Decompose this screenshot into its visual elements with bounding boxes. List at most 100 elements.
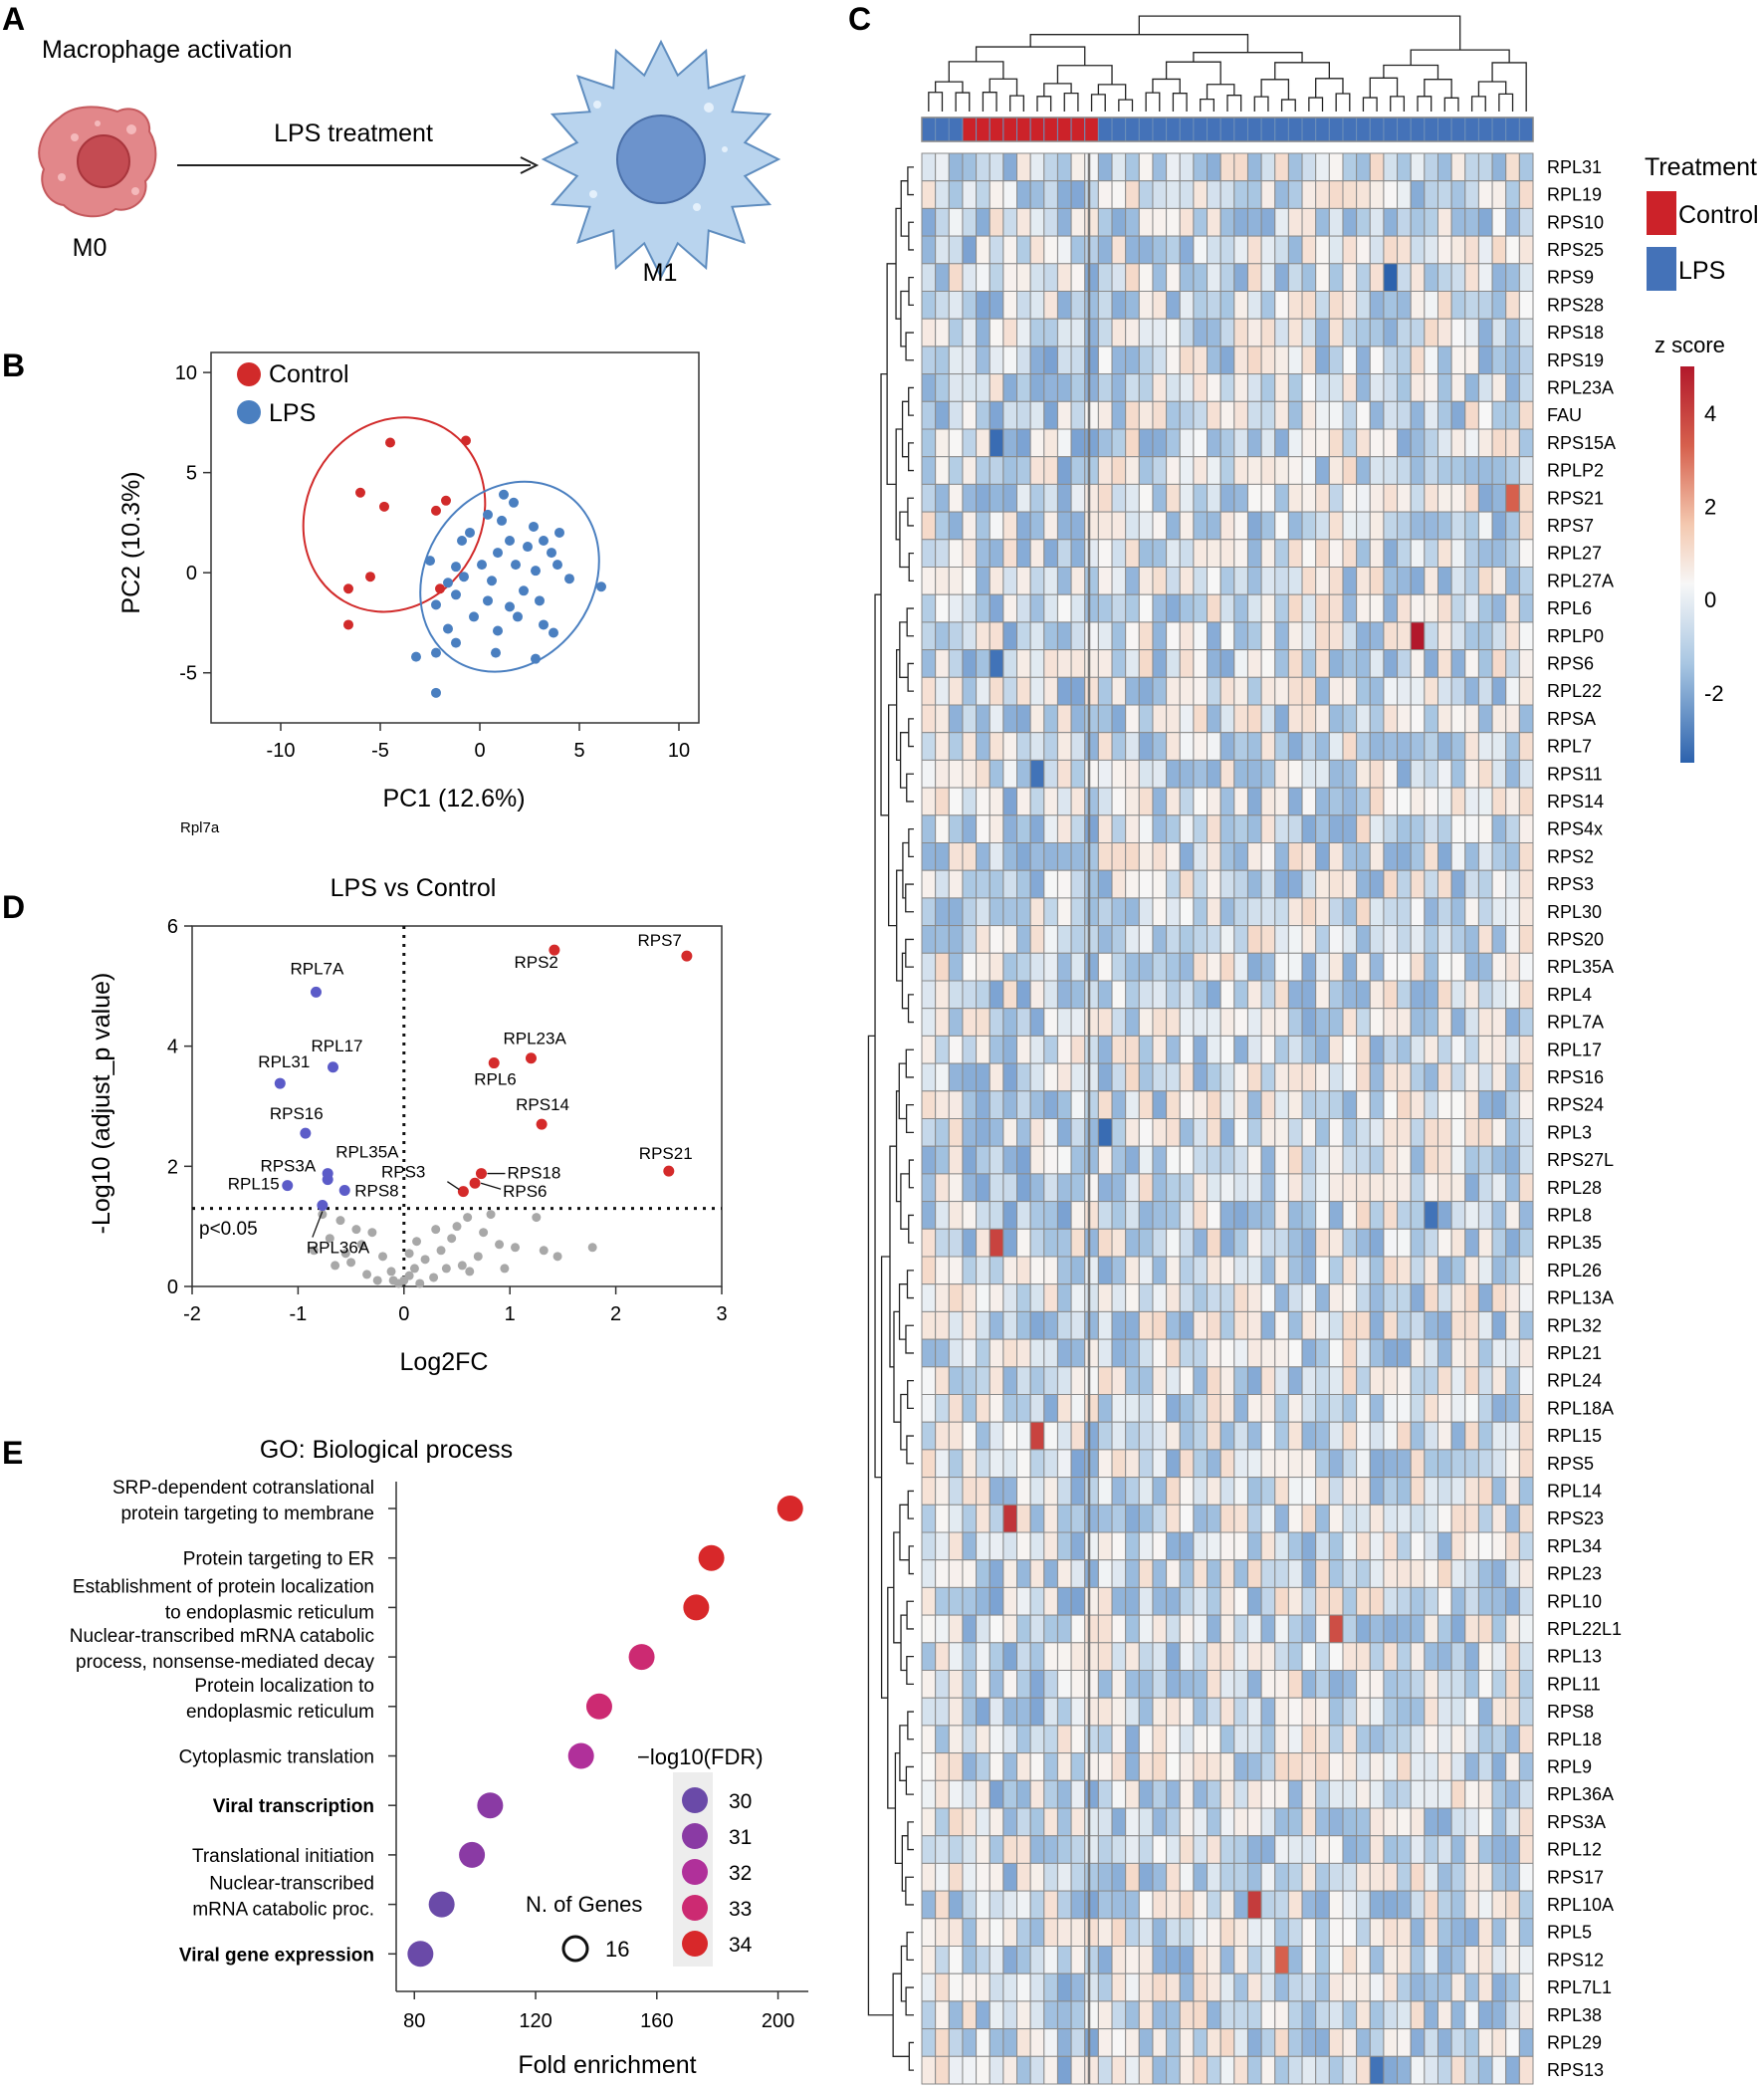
- heatmap-cell: [1043, 1062, 1058, 1092]
- heatmap-cell: [1342, 842, 1358, 871]
- heatmap-cell: [1436, 1862, 1452, 1892]
- heatmap-cell: [1274, 428, 1289, 458]
- heatmap-cell: [1397, 869, 1412, 899]
- volcano-label-rps16: RPS16: [270, 1104, 324, 1123]
- heatmap-cell: [1193, 152, 1209, 182]
- heatmap-cell: [1207, 1972, 1221, 2002]
- heatmap-cell: [1464, 1779, 1479, 1809]
- heatmap-cell: [976, 897, 991, 927]
- heatmap-cell: [1383, 1449, 1399, 1479]
- heatmap-cell: [1056, 1394, 1072, 1423]
- volcano-point-nonsig: [335, 1216, 345, 1226]
- heatmap-cell: [1369, 318, 1385, 348]
- heatmap-cell: [1410, 1642, 1426, 1672]
- heatmap-cell: [1410, 1807, 1426, 1837]
- heatmap-cell: [962, 1779, 978, 1809]
- heatmap-cell: [1043, 1310, 1058, 1340]
- heatmap-cell: [1002, 180, 1018, 209]
- heatmap-cell: [1397, 980, 1412, 1010]
- heatmap-cell: [1356, 1338, 1371, 1368]
- heatmap-cell: [1166, 1366, 1181, 1396]
- heatmap-cell: [1477, 263, 1493, 292]
- heatmap-cell: [1383, 676, 1399, 706]
- pca-point-lps: [531, 566, 541, 577]
- heatmap-cell: [1450, 649, 1466, 678]
- heatmap-cell: [1491, 925, 1507, 954]
- heatmap-cell: [1111, 1642, 1127, 1672]
- heatmap-cell: [1016, 1642, 1031, 1672]
- heatmap-cell: [962, 1725, 978, 1754]
- heatmap-cell: [1301, 1972, 1317, 2002]
- heatmap-cell: [1097, 1614, 1113, 1644]
- heatmap-cell: [935, 842, 950, 871]
- heatmap-cell: [1260, 980, 1276, 1010]
- heatmap-cell: [1219, 2000, 1235, 2030]
- heatmap-cell: [1397, 291, 1412, 320]
- heatmap-cell: [1397, 2028, 1412, 2057]
- heatmap-cell: [1260, 925, 1276, 954]
- heatmap-cell: [1287, 1614, 1303, 1644]
- heatmap-cell: [1301, 649, 1317, 678]
- heatmap-cell: [1179, 1835, 1195, 1864]
- heatmap-cell: [1097, 2055, 1113, 2085]
- heatmap-cell: [989, 621, 1004, 651]
- heatmap-cell: [1233, 1504, 1248, 1533]
- heatmap-cell: [1410, 1145, 1426, 1175]
- heatmap-cell: [976, 346, 991, 375]
- pca-point-lps: [451, 589, 461, 600]
- heatmap-cell: [1450, 1118, 1466, 1147]
- heatmap-cell: [1152, 952, 1168, 982]
- heatmap-cell: [976, 980, 991, 1010]
- heatmap-cell: [1274, 704, 1289, 734]
- heatmap-cell: [1097, 1008, 1113, 1037]
- heatmap-cell: [962, 483, 978, 513]
- heatmap-cell: [1070, 1670, 1086, 1699]
- heatmap-cell: [1111, 842, 1127, 871]
- heatmap-cell: [1111, 759, 1127, 789]
- heatmap-cell: [1315, 869, 1330, 899]
- heatmap-cell: [1111, 2028, 1127, 2057]
- heatmap-cell: [1233, 291, 1248, 320]
- heatmap-cell: [1315, 263, 1330, 292]
- heatmap-cell: [1450, 1090, 1466, 1120]
- heatmap-cell: [1397, 1918, 1412, 1948]
- heatmap-cell: [1342, 759, 1358, 789]
- heatmap-cell: [1436, 180, 1452, 209]
- heatmap-cell: [1002, 952, 1018, 982]
- heatmap-cell: [1056, 1201, 1072, 1230]
- heatmap-cell: [962, 1918, 978, 1948]
- heatmap-row-label-rps8: RPS8: [1547, 1702, 1594, 1722]
- heatmap-cell: [989, 1586, 1004, 1616]
- heatmap-cell: [1287, 291, 1303, 320]
- heatmap-cell: [1260, 1807, 1276, 1837]
- heatmap-cell: [1179, 1118, 1195, 1147]
- heatmap-cell: [989, 1338, 1004, 1368]
- heatmap-cell: [1179, 511, 1195, 541]
- heatmap-cell: [1246, 676, 1262, 706]
- heatmap-cell: [1084, 152, 1099, 182]
- heatmap-cell: [1193, 1779, 1209, 1809]
- heatmap-cell: [1410, 567, 1426, 595]
- heatmap-cell: [1152, 1035, 1168, 1064]
- heatmap-cell: [1002, 704, 1018, 734]
- heatmap-cell: [1342, 152, 1358, 182]
- heatmap-cell: [976, 373, 991, 402]
- heatmap-cell: [962, 1062, 978, 1092]
- heatmap-cell: [935, 1062, 950, 1092]
- heatmap-cell: [1383, 1477, 1399, 1506]
- heatmap-cell: [1111, 1310, 1127, 1340]
- heatmap-cell: [1342, 952, 1358, 982]
- heatmap-cell: [948, 649, 964, 678]
- heatmap-cell: [1301, 1338, 1317, 1368]
- heatmap-cell: [1315, 1752, 1330, 1781]
- heatmap-cell: [1328, 1752, 1344, 1781]
- heatmap-cell: [1436, 1614, 1452, 1644]
- heatmap-cell: [1070, 1173, 1086, 1203]
- heatmap-cell: [1002, 428, 1018, 458]
- heatmap-cell: [989, 291, 1004, 320]
- heatmap-cell: [1260, 1366, 1276, 1396]
- heatmap-cell: [1029, 1586, 1045, 1616]
- heatmap-cell: [1111, 1062, 1127, 1092]
- heatmap-cell: [1315, 180, 1330, 209]
- heatmap-cell: [1016, 1062, 1031, 1092]
